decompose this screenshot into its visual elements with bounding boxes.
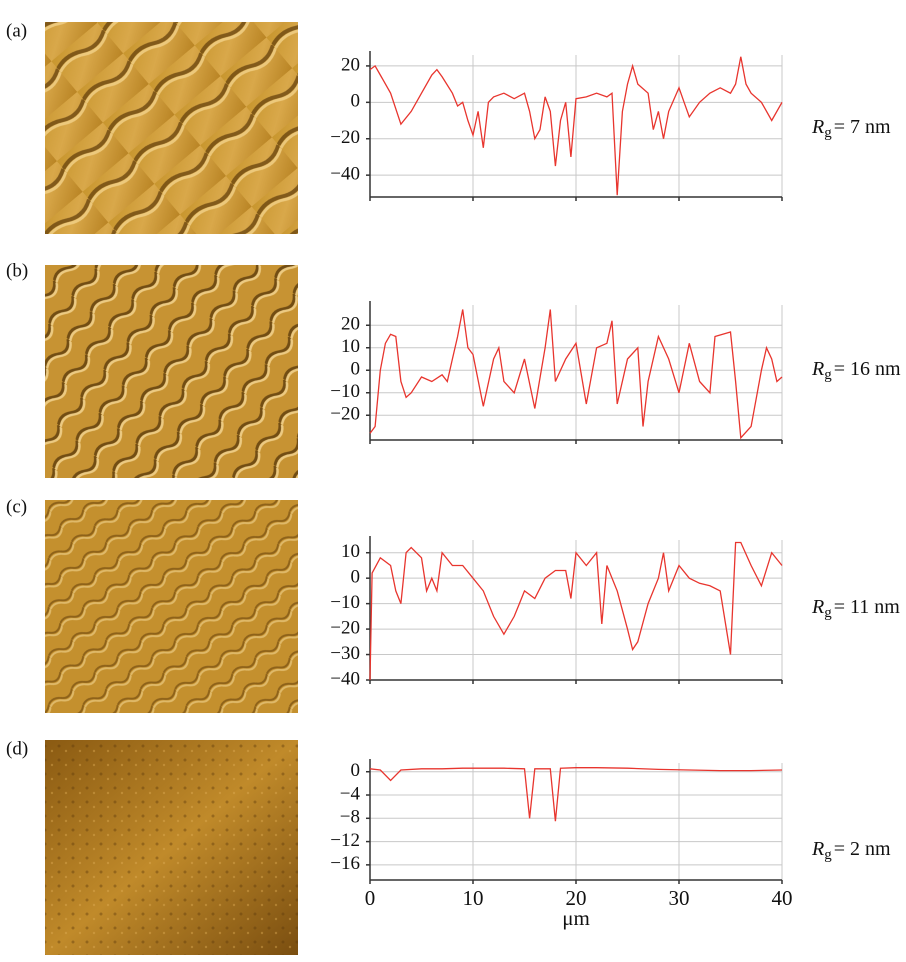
roughness-value: = 11 nm — [834, 596, 901, 618]
y-tick-label: −4 — [340, 783, 361, 804]
y-tick-label: 0 — [351, 91, 361, 112]
afm-texture — [45, 740, 298, 955]
y-tick-label: −8 — [340, 807, 360, 828]
y-tick-label: −10 — [330, 381, 360, 402]
afm-image — [45, 500, 298, 713]
profile-line — [369, 309, 783, 440]
roughness-label: Rg = 2 nm — [811, 838, 891, 864]
x-tick-label: 10 — [463, 886, 484, 910]
roughness-subscript: g — [824, 605, 832, 621]
y-tick-label: 0 — [351, 760, 361, 781]
roughness-value: = 2 nm — [834, 838, 891, 860]
y-tick-label: −10 — [330, 592, 360, 613]
roughness-subscript: g — [824, 125, 832, 141]
y-tick-label: 20 — [341, 54, 360, 75]
roughness-symbol: R — [811, 596, 824, 618]
y-tick-label: −20 — [330, 127, 360, 148]
y-tick-label: −30 — [330, 643, 360, 664]
y-tick-label: −20 — [330, 617, 360, 638]
roughness-subscript: g — [824, 847, 832, 863]
roughness-symbol: R — [811, 838, 824, 860]
panel-label: (d) — [6, 738, 28, 759]
y-tick-label: −20 — [330, 404, 360, 425]
panel-label: (b) — [6, 260, 28, 281]
profile-line — [369, 56, 783, 196]
roughness-subscript: g — [824, 367, 832, 383]
afm-image — [45, 265, 298, 478]
x-axis-label: μm — [562, 906, 590, 930]
y-tick-label: −16 — [330, 853, 360, 874]
y-tick-label: −12 — [330, 830, 360, 851]
afm-image — [45, 22, 298, 234]
roughness-value: = 7 nm — [834, 116, 891, 138]
roughness-value: = 16 nm — [834, 358, 901, 380]
y-tick-label: −40 — [330, 668, 360, 689]
panel-label: (a) — [6, 20, 27, 41]
y-tick-label: 10 — [341, 541, 360, 562]
x-tick-label: 0 — [365, 886, 376, 910]
profile-line — [369, 767, 783, 822]
y-tick-label: 10 — [341, 336, 360, 357]
roughness-label: Rg = 7 nm — [811, 116, 891, 142]
roughness-label: Rg = 16 nm — [811, 358, 901, 384]
y-tick-label: 0 — [351, 567, 361, 588]
x-tick-label: 30 — [669, 886, 690, 910]
roughness-symbol: R — [811, 116, 824, 138]
x-tick-label: 40 — [772, 886, 793, 910]
profile-line — [369, 541, 783, 681]
y-tick-label: −40 — [330, 164, 360, 185]
y-tick-label: 20 — [341, 314, 360, 335]
x-tick-label: 20 — [566, 886, 587, 910]
y-tick-label: 0 — [351, 359, 361, 380]
panel-label: (c) — [6, 496, 27, 517]
roughness-symbol: R — [811, 358, 824, 380]
roughness-label: Rg = 11 nm — [811, 596, 900, 622]
